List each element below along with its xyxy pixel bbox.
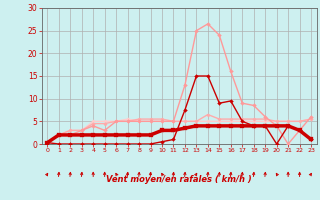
X-axis label: Vent moyen/en rafales ( km/h ): Vent moyen/en rafales ( km/h ) <box>106 175 252 184</box>
